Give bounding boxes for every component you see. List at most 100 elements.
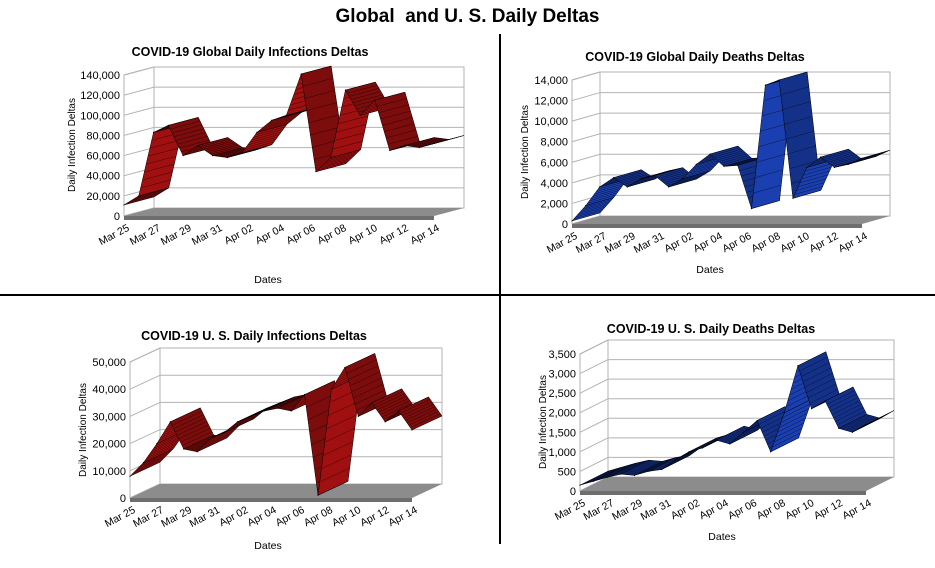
data-point [241, 151, 243, 154]
ribbon-hatch [622, 460, 651, 475]
ribbon-hatch [413, 138, 444, 147]
ribbon-hatch [602, 464, 631, 479]
ribbon-hatch [306, 102, 337, 111]
data-point [433, 142, 435, 145]
ribbon-hatch [321, 454, 352, 469]
ribbon-hatch [201, 139, 232, 149]
ribbon-hatch [175, 132, 206, 141]
x-tick-label: Apr 04 [697, 497, 730, 522]
ribbon-hatch [668, 450, 697, 465]
ribbon-hatch [302, 77, 334, 87]
ribbon-hatch [228, 414, 260, 429]
floor-edge [124, 216, 434, 220]
ribbon-hatch [628, 177, 658, 187]
ribbon-hatch [719, 426, 748, 442]
ribbon-hatch [258, 122, 289, 132]
y-tick-label: 140,000 [80, 70, 120, 82]
gridline [129, 347, 442, 363]
ribbon-hatch [262, 119, 293, 129]
data-point [661, 468, 663, 471]
ribbon-hatch [179, 139, 210, 149]
ribbon-hatch [806, 378, 835, 393]
ribbon-hatch [621, 175, 651, 184]
side-wall [579, 339, 609, 492]
data-point [236, 421, 239, 423]
ribbon-hatch [658, 170, 687, 179]
data-point [196, 451, 198, 453]
ribbon-hatch [785, 130, 815, 140]
ribbon-hatch [673, 175, 702, 185]
ribbon-hatch [632, 175, 661, 185]
ribbon-hatch [203, 141, 234, 150]
ribbon-hatch [384, 123, 415, 132]
ribbon-hatch [214, 147, 245, 157]
ribbon-hatch [835, 407, 864, 422]
ribbon-hatch [644, 458, 673, 473]
ribbon-hatch [251, 131, 282, 141]
ribbon-hatch [350, 91, 382, 100]
floor [130, 484, 442, 498]
data-point [167, 124, 169, 126]
ribbon-hatch [584, 199, 613, 208]
ribbon-hatch [577, 206, 606, 216]
ribbon-hatch [619, 460, 648, 475]
ribbon-hatch [594, 185, 623, 195]
data-point [315, 171, 317, 173]
data-point [226, 156, 228, 159]
y-axis-label: Daily Infection Deltas [78, 383, 89, 477]
y-tick-label: 12,000 [534, 96, 568, 108]
ribbon-hatch [729, 157, 758, 167]
ribbon-hatch [802, 367, 832, 383]
ribbon-hatch [596, 183, 625, 192]
ribbon-hatch [176, 421, 208, 436]
ribbon-hatch [588, 468, 617, 483]
ribbon-hatch [720, 155, 749, 164]
ribbon-hatch [675, 174, 704, 184]
ribbon-hatch [264, 118, 295, 127]
x-tick-label: Apr 10 [330, 504, 363, 529]
y-tick-label: 40,000 [86, 171, 120, 183]
ribbon-hatch [591, 467, 621, 482]
ribbon-hatch [779, 413, 808, 428]
data-point [403, 144, 406, 147]
y-tick-label: 3,500 [548, 349, 576, 361]
ribbon-hatch [693, 436, 723, 451]
gridline [123, 66, 464, 76]
x-tick-label: Apr 06 [274, 504, 307, 529]
x-tick-label: Mar 31 [639, 497, 674, 523]
data-point [620, 473, 622, 475]
x-tick-label: Apr 04 [253, 222, 286, 247]
x-tick-label: Apr 06 [284, 222, 317, 247]
ribbon-hatch [685, 166, 714, 176]
ribbon-hatch [346, 359, 377, 374]
ribbon-hatch [830, 156, 859, 166]
ribbon-hatch [227, 415, 258, 431]
data-point [593, 480, 595, 482]
data-point [389, 149, 391, 152]
ribbon-hatch [125, 195, 156, 205]
ribbon-hatch [382, 117, 413, 126]
data-point [169, 421, 171, 423]
ribbon-hatch [625, 460, 655, 475]
ribbon-hatch [637, 460, 666, 475]
data-point [737, 164, 739, 166]
ribbon-hatch [827, 154, 856, 163]
data-point [330, 156, 332, 159]
ribbon-hatch [672, 176, 701, 186]
data-point [277, 407, 279, 409]
y-tick-label: 20,000 [92, 439, 126, 451]
ribbon-hatch [129, 193, 160, 202]
ribbon-hatch [608, 462, 638, 478]
x-tick-label: Apr 12 [812, 497, 845, 522]
ribbon-hatch [825, 152, 854, 162]
x-tick-label: Apr 08 [315, 222, 348, 247]
data-point [142, 462, 145, 464]
ribbon-hatch [864, 411, 893, 426]
data-point [384, 421, 386, 423]
ribbon-hatch [199, 138, 230, 147]
ribbon-hatch [170, 120, 201, 130]
ribbon-hatch [596, 466, 626, 481]
x-tick-label: Mar 29 [610, 497, 645, 523]
ribbon-hatch [177, 136, 208, 145]
